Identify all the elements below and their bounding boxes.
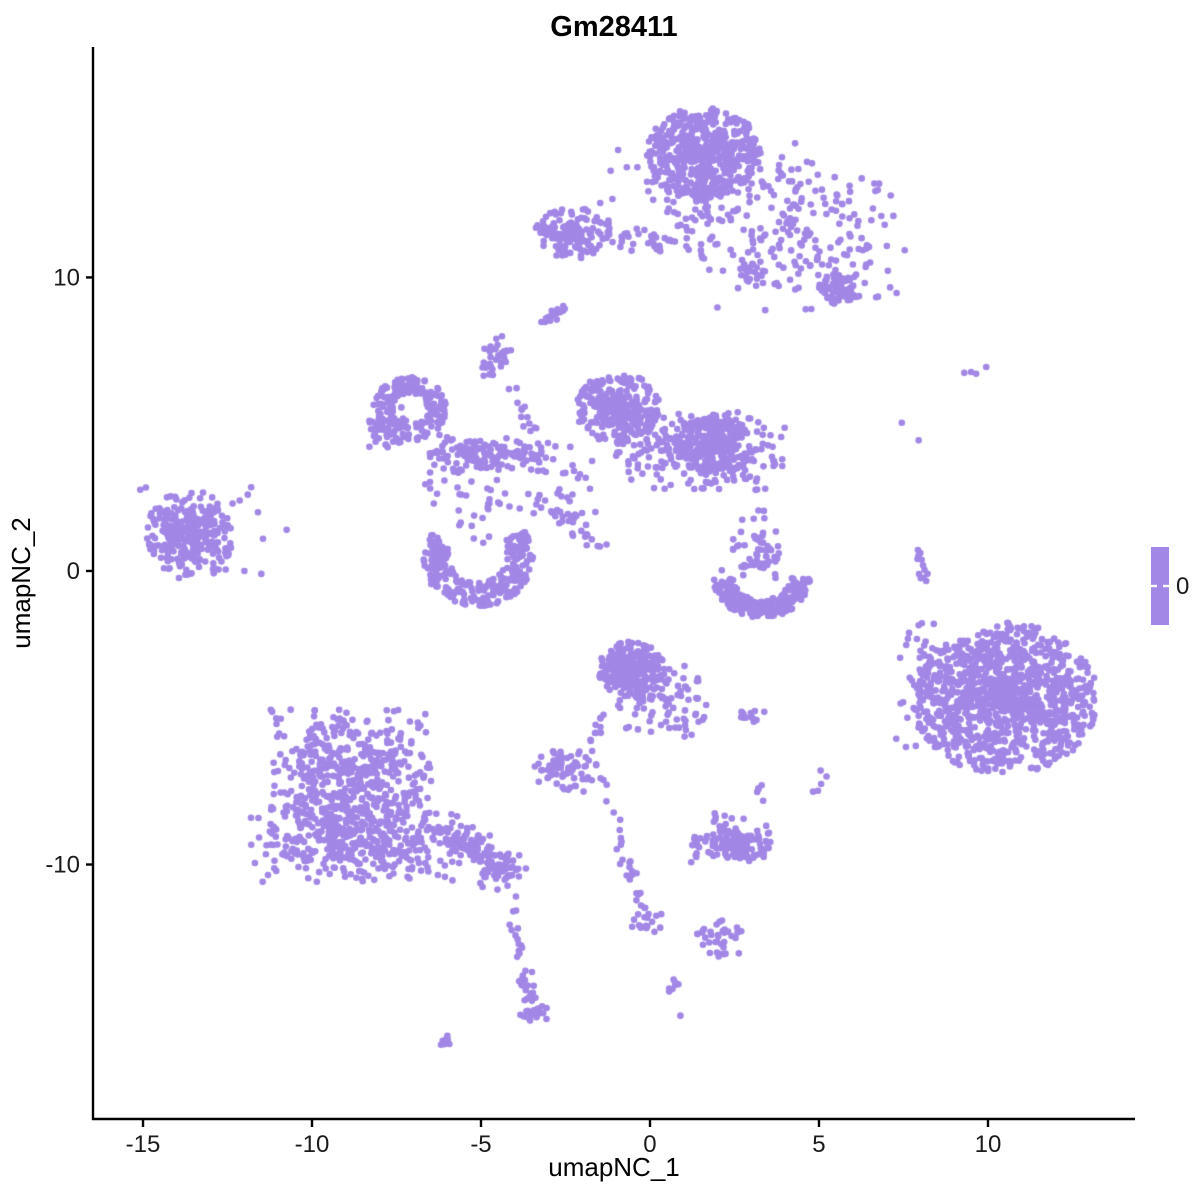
x-tick-label: 5 bbox=[812, 1131, 825, 1158]
y-axis-title: umapNC_2 bbox=[6, 517, 36, 649]
x-tick-label: -15 bbox=[126, 1131, 161, 1158]
x-tick-label: 10 bbox=[975, 1131, 1002, 1158]
legend-colorbar bbox=[1151, 547, 1169, 625]
legend: 0 bbox=[1151, 547, 1189, 625]
x-tick-label: 0 bbox=[643, 1131, 656, 1158]
x-tick-label: -5 bbox=[470, 1131, 491, 1158]
x-tick-label: -10 bbox=[295, 1131, 330, 1158]
y-tick-label: -10 bbox=[45, 852, 80, 879]
y-axis-ticks: -10 0 10 bbox=[45, 264, 94, 879]
x-axis-ticks: -15 -10 -5 0 5 10 bbox=[126, 1119, 1002, 1158]
y-tick-label: 10 bbox=[53, 264, 80, 291]
x-axis-title: umapNC_1 bbox=[548, 1152, 680, 1182]
y-tick-label: 0 bbox=[67, 558, 80, 585]
legend-tick-label: 0 bbox=[1176, 573, 1189, 600]
plot-title: Gm28411 bbox=[550, 11, 677, 43]
